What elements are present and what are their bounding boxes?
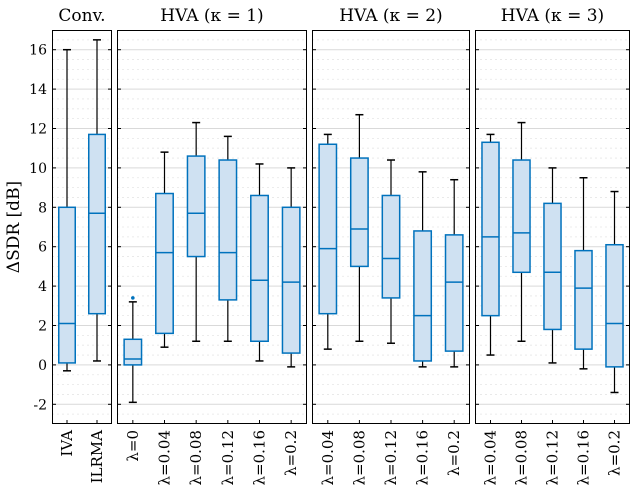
x-tick-label: λ=0.2 — [445, 430, 463, 476]
x-tick-label: λ=0.08 — [513, 430, 531, 485]
panel-title: Conv. — [58, 6, 105, 26]
box-iqr — [58, 206, 76, 364]
panel-frame — [117, 30, 307, 424]
box-iqr — [281, 206, 301, 354]
box-item — [281, 167, 301, 368]
panel-title: HVA (κ = 1) — [160, 6, 263, 26]
box-item — [413, 171, 433, 368]
y-axis-label: ΔSDR [dB] — [4, 181, 24, 273]
box-iqr — [543, 202, 562, 331]
x-tick-label: λ=0 — [124, 430, 142, 462]
box-item — [543, 167, 562, 364]
box-iqr — [88, 133, 106, 315]
grid-layer — [52, 39, 630, 415]
box-iqr — [381, 194, 401, 299]
y-tick-label: 0 — [38, 358, 47, 374]
box-iqr — [250, 194, 269, 343]
y-tick-label: 12 — [29, 122, 47, 138]
x-tick-label: IVA — [58, 430, 76, 457]
box-iqr — [574, 249, 593, 350]
panel-frame — [52, 30, 112, 424]
box-item — [88, 39, 106, 362]
x-tick-label: λ=0.12 — [382, 430, 400, 485]
box-item — [381, 159, 401, 344]
box-layer — [58, 39, 624, 404]
y-tick-label: 14 — [29, 82, 47, 98]
box-iqr — [218, 159, 238, 301]
box-item — [58, 48, 76, 372]
x-tick-label: λ=0.12 — [544, 430, 562, 485]
box-item — [444, 178, 464, 368]
x-tick-label: λ=0.04 — [482, 430, 500, 485]
box-item — [318, 133, 338, 350]
y-tick-label: 4 — [38, 279, 47, 295]
box-item — [218, 135, 238, 343]
box-iqr — [318, 143, 338, 315]
x-tick-label: λ=0.2 — [606, 430, 624, 476]
box-iqr — [123, 338, 143, 366]
y-tick-label: -2 — [33, 397, 47, 413]
box-item — [186, 121, 206, 343]
y-tick-label: 2 — [38, 319, 47, 335]
panel-title: HVA (κ = 2) — [339, 6, 442, 26]
y-tick-label: 6 — [38, 240, 47, 256]
box-iqr — [605, 243, 624, 368]
x-tick-label: λ=0.08 — [350, 430, 368, 485]
y-tick-label: 16 — [29, 43, 47, 59]
box-item — [123, 296, 143, 404]
x-tick-label: λ=0.16 — [414, 430, 432, 485]
box-item — [349, 113, 369, 343]
x-tick-label: λ=0.04 — [319, 430, 337, 485]
x-tick-label: λ=0.2 — [282, 430, 300, 476]
x-tick-label: λ=0.16 — [575, 430, 593, 485]
box-item — [574, 177, 593, 370]
box-iqr — [349, 157, 369, 268]
y-tick-label: 10 — [29, 161, 47, 177]
panel-title: HVA (κ = 3) — [501, 6, 604, 26]
x-tick-label: λ=0.12 — [219, 430, 237, 485]
x-tick-label: λ=0.04 — [156, 430, 174, 485]
box-item — [481, 133, 500, 356]
label-layer: ΔSDR [dB] Conv. IVA ILRMA HVA (κ = 1) λ=0 λ=0.… — [4, 6, 624, 485]
box-item — [512, 121, 531, 343]
box-iqr — [186, 155, 206, 258]
box-item — [250, 163, 269, 362]
box-item — [155, 151, 174, 348]
box-iqr — [155, 192, 174, 335]
box-iqr — [444, 234, 464, 352]
x-tick-label: λ=0.16 — [251, 430, 269, 485]
outlier-point — [131, 296, 135, 300]
x-tick-label: λ=0.08 — [187, 430, 205, 485]
box-iqr — [481, 141, 500, 317]
box-item — [605, 190, 624, 394]
y-tick-label: 8 — [38, 200, 47, 216]
box-iqr — [512, 159, 531, 274]
box-iqr — [413, 230, 433, 362]
x-tick-label: ILRMA — [88, 430, 106, 484]
